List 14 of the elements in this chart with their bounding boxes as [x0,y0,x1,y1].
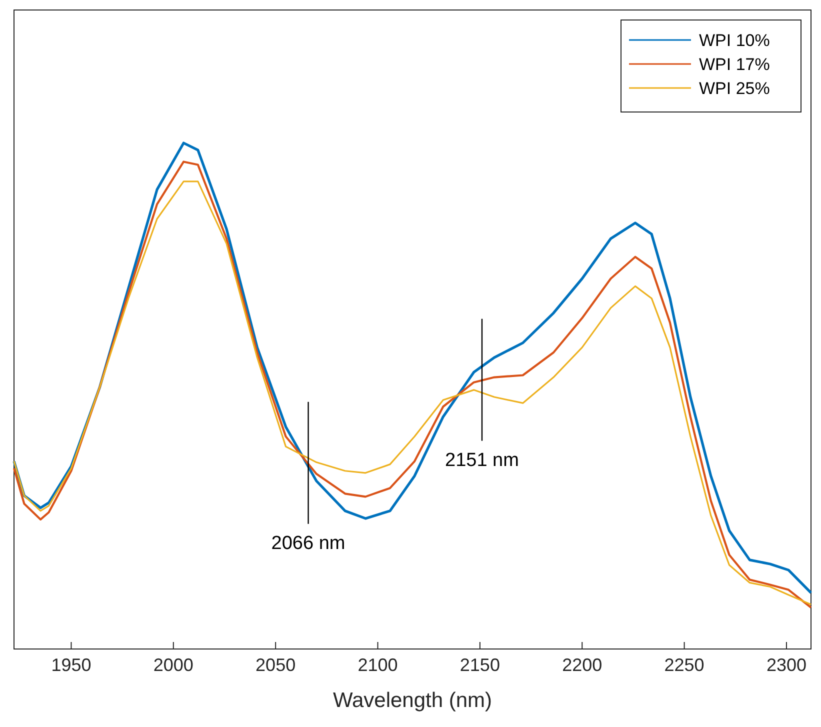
legend-label: WPI 10% [699,31,770,50]
x-tick-label: 2150 [460,655,500,675]
x-tick-label: 2050 [256,655,296,675]
x-tick-label: 2100 [358,655,398,675]
ref-line-label: 2066 nm [271,532,346,554]
legend-label: WPI 25% [699,79,770,98]
x-tick-label: 2250 [664,655,704,675]
x-tick-label: 2200 [562,655,602,675]
x-axis-title: Wavelength (nm) [332,689,492,712]
legend-label: WPI 17% [699,55,770,74]
x-tick-label: 2000 [153,655,194,675]
ref-line-label: 2151 nm [445,450,519,471]
x-tick-label: 1950 [51,655,92,675]
x-tick-label: 2300 [766,655,806,675]
